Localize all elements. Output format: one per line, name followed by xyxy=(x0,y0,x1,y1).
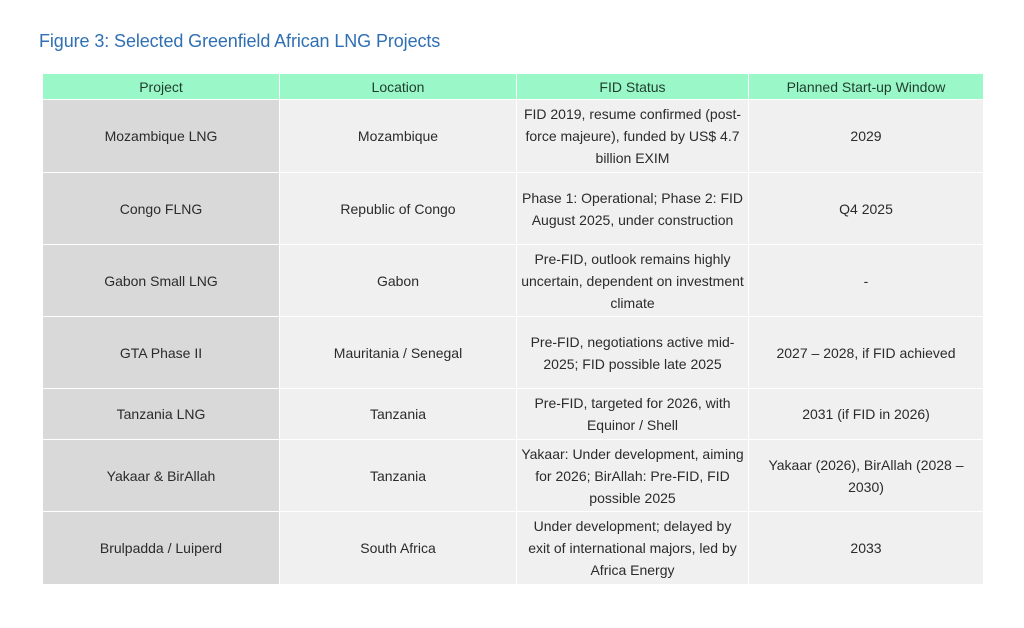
table-header-row: Project Location FID Status Planned Star… xyxy=(42,73,984,100)
header-location: Location xyxy=(279,73,517,100)
cell-fid-status: Yakaar: Under development, aiming for 20… xyxy=(516,439,749,512)
cell-startup: 2031 (if FID in 2026) xyxy=(748,388,984,440)
cell-project: Brulpadda / Luiperd xyxy=(42,511,280,585)
cell-project: Tanzania LNG xyxy=(42,388,280,440)
cell-startup: 2033 xyxy=(748,511,984,585)
table-row: GTA Phase II Mauritania / Senegal Pre-FI… xyxy=(42,316,984,389)
cell-location: Tanzania xyxy=(279,388,517,440)
cell-project: Gabon Small LNG xyxy=(42,244,280,317)
header-fid-status: FID Status xyxy=(516,73,749,100)
table-row: Brulpadda / Luiperd South Africa Under d… xyxy=(42,511,984,585)
cell-startup: - xyxy=(748,244,984,317)
header-project: Project xyxy=(42,73,280,100)
cell-location: Gabon xyxy=(279,244,517,317)
cell-location: Tanzania xyxy=(279,439,517,512)
cell-fid-status: Pre-FID, targeted for 2026, with Equinor… xyxy=(516,388,749,440)
table-row: Mozambique LNG Mozambique FID 2019, resu… xyxy=(42,99,984,173)
header-startup-window: Planned Start-up Window xyxy=(748,73,984,100)
cell-location: Republic of Congo xyxy=(279,172,517,245)
cell-fid-status: Pre-FID, negotiations active mid-2025; F… xyxy=(516,316,749,389)
cell-startup: Q4 2025 xyxy=(748,172,984,245)
cell-fid-status: Phase 1: Operational; Phase 2: FID Augus… xyxy=(516,172,749,245)
cell-location: Mozambique xyxy=(279,99,517,173)
cell-startup: Yakaar (2026), BirAllah (2028 – 2030) xyxy=(748,439,984,512)
cell-project: Yakaar & BirAllah xyxy=(42,439,280,512)
cell-location: South Africa xyxy=(279,511,517,585)
cell-startup: 2029 xyxy=(748,99,984,173)
lng-projects-table: Project Location FID Status Planned Star… xyxy=(42,73,984,585)
cell-fid-status: Pre-FID, outlook remains highly uncertai… xyxy=(516,244,749,317)
cell-fid-status: Under development; delayed by exit of in… xyxy=(516,511,749,585)
cell-project: GTA Phase II xyxy=(42,316,280,389)
cell-project: Mozambique LNG xyxy=(42,99,280,173)
figure-title: Figure 3: Selected Greenfield African LN… xyxy=(39,31,441,51)
table-row: Yakaar & BirAllah Tanzania Yakaar: Under… xyxy=(42,439,984,512)
table-row: Tanzania LNG Tanzania Pre-FID, targeted … xyxy=(42,388,984,440)
cell-fid-status: FID 2019, resume confirmed (post-force m… xyxy=(516,99,749,173)
cell-startup: 2027 – 2028, if FID achieved xyxy=(748,316,984,389)
cell-project: Congo FLNG xyxy=(42,172,280,245)
cell-location: Mauritania / Senegal xyxy=(279,316,517,389)
table-row: Gabon Small LNG Gabon Pre-FID, outlook r… xyxy=(42,244,984,317)
table-row: Congo FLNG Republic of Congo Phase 1: Op… xyxy=(42,172,984,245)
